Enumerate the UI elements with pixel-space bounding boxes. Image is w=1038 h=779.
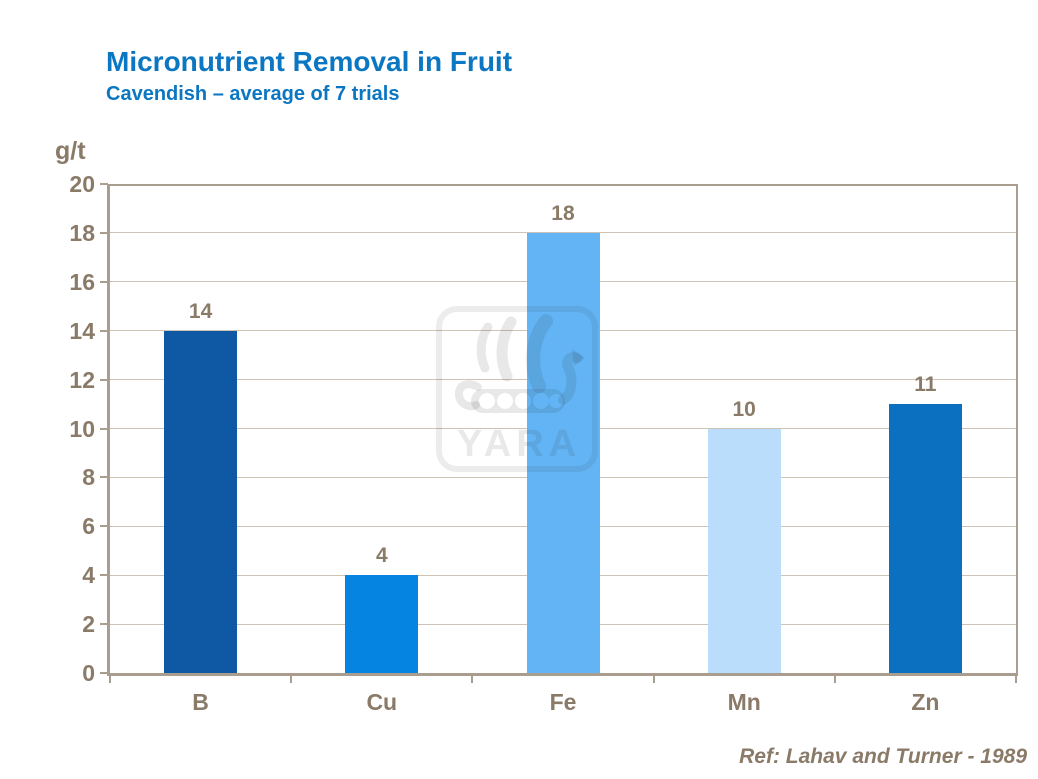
y-tick-mark <box>100 623 108 626</box>
bar-Zn <box>888 404 962 673</box>
reference-text: Ref: Lahav and Turner - 1989 <box>739 745 1027 768</box>
x-tick-mark <box>833 676 836 683</box>
y-tick-mark <box>100 574 108 577</box>
bar-value-label: 10 <box>732 397 756 421</box>
y-tick-mark <box>100 378 108 381</box>
bar-value-label: 4 <box>375 544 388 568</box>
y-tick-mark <box>100 280 108 283</box>
y-tick-mark <box>100 427 108 430</box>
x-category-label: Mn <box>727 689 761 715</box>
plot-border-right <box>1016 186 1018 673</box>
bar-value-label: 14 <box>188 299 213 323</box>
y-tick-label: 4 <box>82 562 95 589</box>
x-category-label: Cu <box>366 689 398 715</box>
x-tick-mark <box>109 676 111 683</box>
x-category-label: Zn <box>911 689 940 715</box>
x-tick-mark <box>652 676 655 683</box>
y-tick-label: 10 <box>69 415 95 442</box>
y-tick-label: 16 <box>69 268 95 295</box>
bar-value-label: 18 <box>551 201 575 225</box>
y-tick-mark <box>100 183 108 185</box>
plot-area: 14 4 18 10 11 <box>110 184 1016 673</box>
x-tick-mark <box>471 676 474 683</box>
x-tick-mark <box>1015 676 1017 683</box>
y-tick-label: 14 <box>69 317 95 344</box>
y-axis-line <box>107 184 110 676</box>
y-tick-mark <box>100 672 108 674</box>
x-category-label: Fe <box>549 689 577 715</box>
y-tick-label: 12 <box>69 366 95 393</box>
chart-title: Micronutrient Removal in Fruit <box>106 46 513 77</box>
plot-border-top <box>110 184 1018 186</box>
y-tick-label: 8 <box>82 464 95 491</box>
y-axis-unit-label: g/t <box>55 137 86 165</box>
y-tick-label: 2 <box>82 611 95 638</box>
y-tick-label: 6 <box>82 513 95 540</box>
x-tick-mark <box>290 676 293 683</box>
y-tick-label: 0 <box>82 660 95 686</box>
y-tick-mark <box>100 476 108 479</box>
x-axis-line <box>107 673 1018 676</box>
y-tick-label: 18 <box>69 219 95 246</box>
y-tick-mark <box>100 329 108 332</box>
y-tick-label: 20 <box>69 171 95 197</box>
x-category-label: B <box>192 689 209 715</box>
y-tick-mark <box>100 525 108 528</box>
bar-Cu <box>345 575 419 673</box>
bar-value-label: 11 <box>914 373 937 397</box>
bar-Mn <box>707 428 781 673</box>
chart-subtitle: Cavendish – average of 7 trials <box>106 83 400 105</box>
y-tick-mark <box>100 231 108 234</box>
bar-B <box>164 330 238 673</box>
bar-Fe <box>526 232 600 673</box>
